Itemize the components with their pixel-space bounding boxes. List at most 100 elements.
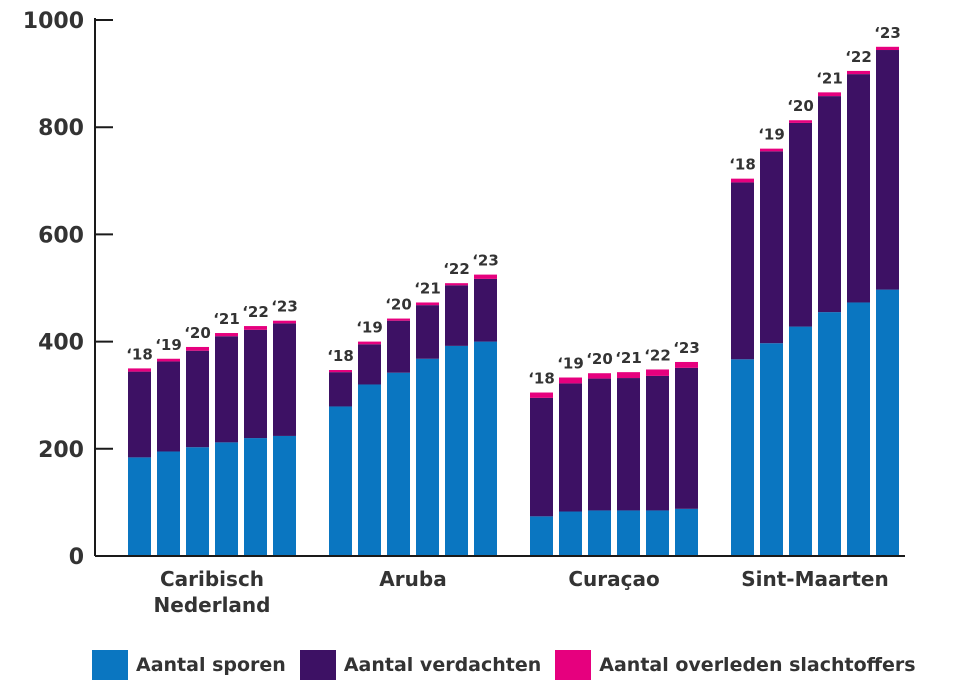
legend-label: Aantal sporen xyxy=(136,654,286,676)
year-label: ‘23 xyxy=(874,24,901,42)
year-label: ‘23 xyxy=(673,339,700,357)
legend-label: Aantal overleden slachtoffers xyxy=(599,654,916,676)
bar-segment-aantal-verdachten xyxy=(387,320,410,373)
y-tick-label: 0 xyxy=(69,545,84,570)
y-tick-label: 600 xyxy=(38,223,84,248)
bar-segment-aantal-sporen xyxy=(416,358,439,556)
year-label: ‘18 xyxy=(729,156,756,174)
x-category-label: Aruba xyxy=(379,567,446,591)
bar-segment-aantal-overleden-slachtoffers xyxy=(731,178,754,183)
bar-segment-aantal-sporen xyxy=(474,341,497,556)
bar-segment-aantal-overleden-slachtoffers xyxy=(474,274,497,279)
bar-segment-aantal-verdachten xyxy=(530,397,553,517)
bar-segment-aantal-overleden-slachtoffers xyxy=(128,368,151,372)
bar-segment-aantal-sporen xyxy=(215,442,238,556)
year-label: ‘20 xyxy=(385,296,412,314)
year-label: ‘22 xyxy=(242,303,269,321)
year-label: ‘22 xyxy=(644,346,671,364)
bar-segment-aantal-verdachten xyxy=(416,305,439,359)
bar-segment-aantal-sporen xyxy=(617,510,640,556)
bar-segment-aantal-verdachten xyxy=(244,329,267,439)
bar-segment-aantal-overleden-slachtoffers xyxy=(559,377,582,384)
legend-label: Aantal verdachten xyxy=(343,654,542,676)
bar-segment-aantal-overleden-slachtoffers xyxy=(157,358,180,362)
year-label: ‘19 xyxy=(155,336,182,354)
year-label: ‘23 xyxy=(472,252,499,270)
year-label: ‘21 xyxy=(414,279,441,297)
legend-swatch xyxy=(92,650,128,680)
year-label: ‘19 xyxy=(557,355,584,373)
bar-segment-aantal-sporen xyxy=(128,457,151,556)
bar-segment-aantal-sporen xyxy=(530,516,553,556)
bar-segment-aantal-sporen xyxy=(646,510,669,556)
x-category-label: Sint-Maarten xyxy=(741,567,888,591)
legend-item: Aantal verdachten xyxy=(299,650,542,680)
bar-segment-aantal-verdachten xyxy=(358,344,381,385)
y-tick-label: 400 xyxy=(38,331,84,356)
bar-segment-aantal-sporen xyxy=(186,447,209,556)
x-category-label: Nederland xyxy=(154,593,271,617)
year-label: ‘18 xyxy=(126,345,153,363)
bar-segment-aantal-overleden-slachtoffers xyxy=(617,372,640,379)
bar-segment-aantal-sporen xyxy=(847,302,870,556)
year-label: ‘22 xyxy=(845,48,872,66)
bar-segment-aantal-overleden-slachtoffers xyxy=(358,341,381,345)
bar-segment-aantal-verdachten xyxy=(215,336,238,443)
bar-segment-aantal-sporen xyxy=(588,510,611,556)
year-label: ‘18 xyxy=(528,370,555,388)
bar-segment-aantal-verdachten xyxy=(876,50,899,290)
bar-segment-aantal-verdachten xyxy=(273,323,296,436)
bar-segment-aantal-verdachten xyxy=(760,151,783,344)
bar-segment-aantal-sporen xyxy=(244,438,267,556)
bar-segment-aantal-sporen xyxy=(157,451,180,556)
bar-segment-aantal-overleden-slachtoffers xyxy=(445,283,468,286)
year-label: ‘19 xyxy=(356,319,383,337)
bar-segment-aantal-overleden-slachtoffers xyxy=(675,361,698,368)
bar-segment-aantal-sporen xyxy=(358,384,381,556)
legend: Aantal sporen Aantal verdachten Aantal ove… xyxy=(92,650,930,680)
y-tick-label: 800 xyxy=(38,116,84,141)
bar-segment-aantal-verdachten xyxy=(588,378,611,511)
year-label: ‘21 xyxy=(615,349,642,367)
year-label: ‘20 xyxy=(184,324,211,342)
bar-segment-aantal-verdachten xyxy=(847,74,870,303)
bar-segment-aantal-sporen xyxy=(273,435,296,556)
year-label: ‘22 xyxy=(443,260,470,278)
bar-segment-aantal-verdachten xyxy=(329,372,352,407)
bar-segment-aantal-sporen xyxy=(445,345,468,556)
bar-segment-aantal-verdachten xyxy=(128,371,151,458)
x-category-label: Curaçao xyxy=(568,567,659,591)
bar-segment-aantal-verdachten xyxy=(474,278,497,342)
bar-segment-aantal-overleden-slachtoffers xyxy=(387,318,410,321)
bar-segment-aantal-verdachten xyxy=(731,182,754,360)
bar-segment-aantal-verdachten xyxy=(445,285,468,346)
bar-segment-aantal-sporen xyxy=(559,511,582,556)
bar-segment-aantal-overleden-slachtoffers xyxy=(760,148,783,152)
legend-swatch xyxy=(555,650,592,680)
bar-segment-aantal-sporen xyxy=(760,343,783,556)
legend-item: Aantal overleden slachtoffers xyxy=(555,650,916,680)
bar-segment-aantal-sporen xyxy=(675,508,698,556)
bar-segment-aantal-verdachten xyxy=(789,122,812,327)
legend-swatch xyxy=(299,650,336,680)
year-label: ‘21 xyxy=(213,310,240,328)
bar-segment-aantal-overleden-slachtoffers xyxy=(215,333,238,337)
bar-segment-aantal-overleden-slachtoffers xyxy=(530,392,553,398)
year-label: ‘20 xyxy=(586,350,613,368)
bar-segment-aantal-overleden-slachtoffers xyxy=(646,369,669,376)
bar-segment-aantal-verdachten xyxy=(157,361,180,452)
bar-segment-aantal-overleden-slachtoffers xyxy=(273,320,296,324)
bar-segment-aantal-overleden-slachtoffers xyxy=(818,92,841,97)
bar-segment-aantal-overleden-slachtoffers xyxy=(789,120,812,123)
bar-segment-aantal-verdachten xyxy=(646,375,669,511)
bar-segment-aantal-verdachten xyxy=(186,350,209,448)
bar-segment-aantal-overleden-slachtoffers xyxy=(329,370,352,373)
bar-segment-aantal-sporen xyxy=(789,326,812,556)
year-label: ‘18 xyxy=(327,347,354,365)
bar-segment-aantal-sporen xyxy=(731,359,754,556)
bar-segment-aantal-overleden-slachtoffers xyxy=(186,346,209,351)
bar-segment-aantal-overleden-slachtoffers xyxy=(244,326,267,330)
bar-segment-aantal-verdachten xyxy=(559,383,582,512)
